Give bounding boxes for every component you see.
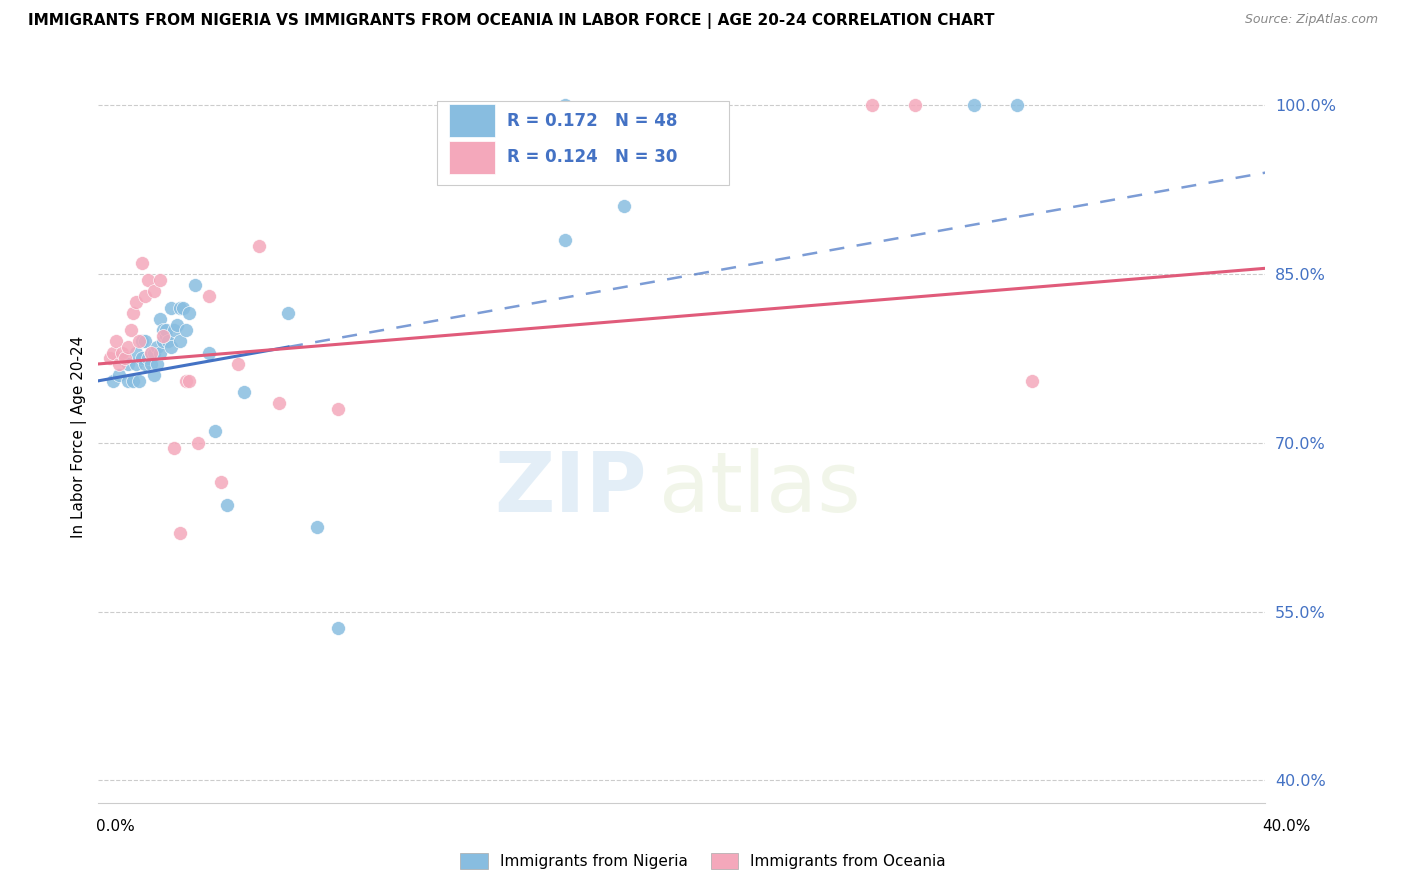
Legend: Immigrants from Nigeria, Immigrants from Oceania: Immigrants from Nigeria, Immigrants from… bbox=[454, 847, 952, 875]
FancyBboxPatch shape bbox=[449, 104, 495, 137]
Point bbox=[209, 475, 232, 489]
Point bbox=[326, 401, 349, 416]
Point bbox=[160, 340, 183, 354]
Point bbox=[166, 318, 188, 332]
Point bbox=[1021, 374, 1043, 388]
Point bbox=[134, 289, 156, 303]
Point bbox=[233, 385, 256, 400]
Point bbox=[554, 233, 576, 247]
Point bbox=[183, 278, 205, 293]
Point bbox=[169, 525, 191, 540]
Point bbox=[146, 357, 169, 371]
Point bbox=[117, 340, 139, 354]
Point bbox=[149, 312, 172, 326]
Point bbox=[612, 199, 634, 213]
FancyBboxPatch shape bbox=[437, 101, 728, 185]
Point bbox=[131, 334, 153, 349]
Point bbox=[700, 126, 723, 140]
Point bbox=[277, 306, 299, 320]
Point bbox=[177, 374, 200, 388]
Point bbox=[554, 98, 576, 112]
Point bbox=[114, 351, 136, 366]
Point bbox=[139, 357, 162, 371]
Y-axis label: In Labor Force | Age 20-24: In Labor Force | Age 20-24 bbox=[72, 336, 87, 538]
Point bbox=[120, 323, 142, 337]
Point bbox=[187, 435, 209, 450]
Point bbox=[136, 272, 159, 286]
Point bbox=[142, 368, 165, 383]
Point bbox=[125, 357, 148, 371]
Point bbox=[139, 345, 162, 359]
Point bbox=[152, 323, 174, 337]
Point bbox=[307, 520, 329, 534]
Point bbox=[172, 301, 194, 315]
Point bbox=[155, 323, 177, 337]
Point bbox=[131, 351, 153, 366]
Point bbox=[108, 368, 131, 383]
Point bbox=[152, 328, 174, 343]
Text: ZIP: ZIP bbox=[495, 448, 647, 529]
Point bbox=[134, 334, 156, 349]
Point bbox=[215, 498, 238, 512]
Point bbox=[157, 334, 180, 349]
Point bbox=[177, 306, 200, 320]
Point bbox=[104, 334, 127, 349]
Point bbox=[111, 351, 134, 366]
Point bbox=[269, 396, 291, 410]
Point bbox=[146, 340, 169, 354]
Point bbox=[198, 345, 221, 359]
Point bbox=[117, 357, 139, 371]
Point bbox=[136, 351, 159, 366]
Text: R = 0.124   N = 30: R = 0.124 N = 30 bbox=[508, 148, 678, 166]
Point bbox=[174, 374, 197, 388]
Point bbox=[228, 357, 250, 371]
Text: 0.0%: 0.0% bbox=[96, 820, 135, 834]
Point bbox=[101, 345, 124, 359]
Point bbox=[122, 374, 145, 388]
Point bbox=[160, 301, 183, 315]
Point bbox=[149, 345, 172, 359]
Point bbox=[163, 323, 186, 337]
Point bbox=[111, 345, 134, 359]
Point bbox=[117, 374, 139, 388]
Point bbox=[1007, 98, 1029, 112]
Point bbox=[134, 357, 156, 371]
Point bbox=[139, 345, 162, 359]
Point bbox=[125, 295, 148, 310]
Point bbox=[169, 334, 191, 349]
Point bbox=[247, 239, 270, 253]
Text: Source: ZipAtlas.com: Source: ZipAtlas.com bbox=[1244, 13, 1378, 27]
Point bbox=[163, 442, 186, 456]
Point bbox=[169, 301, 191, 315]
Point bbox=[204, 425, 226, 439]
Point bbox=[962, 98, 984, 112]
Text: atlas: atlas bbox=[658, 448, 860, 529]
Text: R = 0.172   N = 48: R = 0.172 N = 48 bbox=[508, 112, 678, 129]
Point bbox=[198, 289, 221, 303]
Point bbox=[174, 323, 197, 337]
Point bbox=[98, 351, 121, 366]
Point bbox=[131, 255, 153, 269]
Point bbox=[142, 345, 165, 359]
Point bbox=[128, 334, 150, 349]
Text: 40.0%: 40.0% bbox=[1263, 820, 1310, 834]
Point bbox=[128, 374, 150, 388]
Point bbox=[155, 328, 177, 343]
Point bbox=[101, 374, 124, 388]
Point bbox=[152, 334, 174, 349]
Point bbox=[108, 357, 131, 371]
Point bbox=[904, 98, 927, 112]
Point bbox=[122, 306, 145, 320]
FancyBboxPatch shape bbox=[449, 141, 495, 174]
Point bbox=[860, 98, 883, 112]
Point bbox=[142, 284, 165, 298]
Text: IMMIGRANTS FROM NIGERIA VS IMMIGRANTS FROM OCEANIA IN LABOR FORCE | AGE 20-24 CO: IMMIGRANTS FROM NIGERIA VS IMMIGRANTS FR… bbox=[28, 13, 994, 29]
Point bbox=[149, 272, 172, 286]
Point bbox=[641, 137, 664, 152]
Point bbox=[326, 621, 349, 635]
Point bbox=[125, 345, 148, 359]
